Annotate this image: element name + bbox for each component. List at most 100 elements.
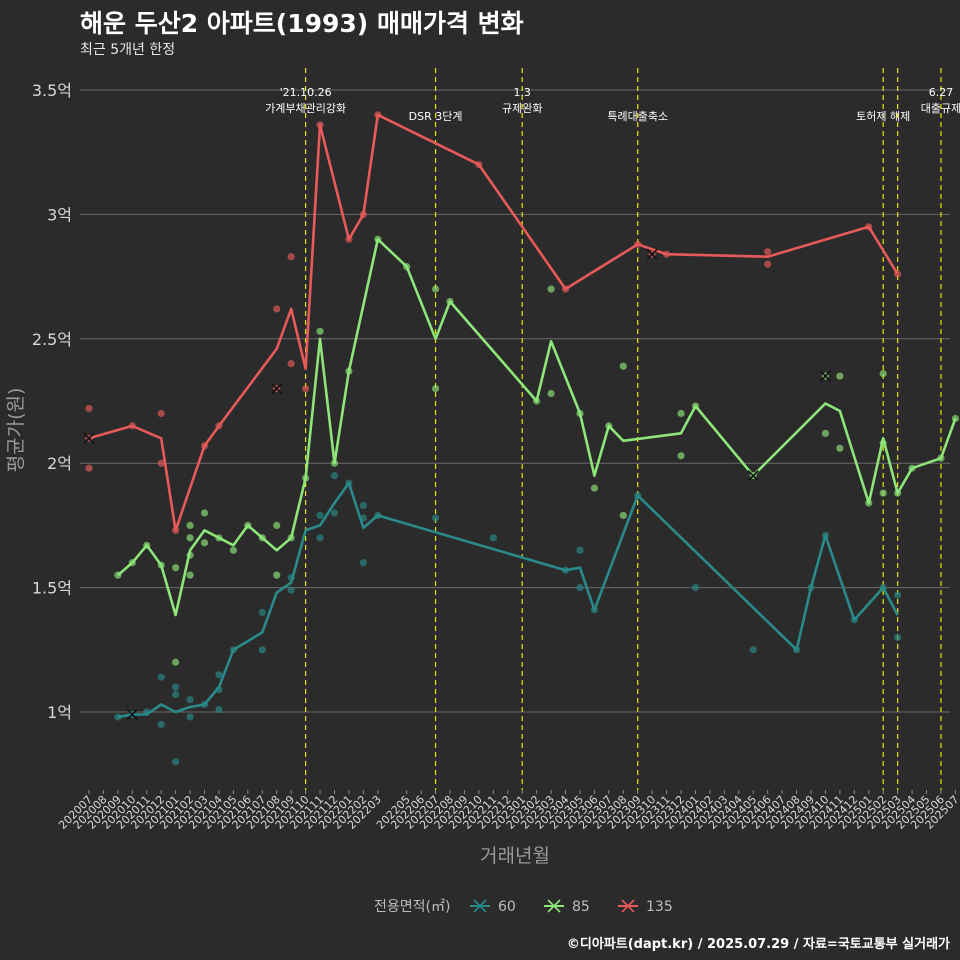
data-point-135	[273, 305, 281, 313]
data-point-135	[157, 409, 165, 418]
data-point-60	[894, 633, 902, 641]
data-point-135	[316, 121, 324, 129]
legend-key-cross-135	[621, 899, 635, 913]
data-point-60	[215, 686, 223, 694]
data-point-60	[590, 606, 599, 614]
data-point-85	[143, 541, 151, 549]
data-point-135	[85, 464, 93, 472]
data-point-60	[229, 646, 237, 654]
data-point-135	[302, 384, 310, 393]
series-line-60	[117, 481, 899, 719]
data-point-60	[258, 608, 266, 617]
data-point-85	[114, 571, 122, 579]
y-axis-title: 평균가(원)	[5, 388, 27, 473]
data-point-85	[215, 534, 223, 542]
legend-label-60: 60	[498, 899, 516, 915]
data-point-135	[475, 161, 483, 169]
series-line-85	[117, 238, 957, 617]
data-point-60	[186, 713, 194, 721]
data-point-85	[576, 409, 584, 418]
data-point-60	[172, 683, 180, 691]
data-point-60	[792, 646, 801, 654]
data-point-135	[374, 111, 382, 119]
data-point-135	[634, 240, 642, 248]
data-point-135	[157, 459, 165, 467]
data-point-60	[359, 514, 367, 522]
data-point-85	[186, 551, 194, 559]
data-point-60	[879, 584, 887, 592]
legend-label-85: 85	[572, 899, 590, 915]
data-point-85	[258, 534, 266, 542]
data-point-85	[619, 511, 627, 520]
y-tick-label: 3억	[47, 205, 72, 224]
data-point-60	[316, 511, 324, 520]
data-point-60	[143, 708, 151, 716]
data-point-85	[547, 389, 555, 398]
data-point-60	[330, 509, 339, 517]
data-point-85	[186, 534, 194, 542]
event-annotation: 가계부채관리강화	[265, 102, 346, 115]
data-point-135	[663, 250, 671, 258]
cancelled-deal-mark-60	[126, 708, 138, 721]
cancelled-deal-mark-135	[646, 248, 658, 260]
x-axis-title: 거래년월	[480, 845, 550, 867]
data-point-135	[345, 235, 353, 243]
source-credit: ©디아파트(dapt.kr) / 2025.07.29 / 자료=국토교통부 실…	[566, 937, 950, 952]
data-point-60	[287, 574, 295, 582]
data-point-60	[807, 584, 815, 592]
event-annotation: DSR 3단계	[409, 110, 463, 123]
data-point-60	[172, 758, 180, 766]
data-point-85	[533, 397, 541, 405]
data-point-85	[157, 561, 165, 569]
data-point-60	[576, 546, 584, 554]
data-point-60	[172, 690, 180, 699]
data-point-60	[821, 531, 830, 539]
data-point-60	[114, 713, 122, 721]
data-point-60	[186, 695, 194, 704]
data-point-60	[374, 511, 382, 520]
data-point-135	[287, 253, 295, 261]
data-point-60	[576, 584, 584, 592]
data-point-85	[951, 414, 960, 423]
data-point-60	[850, 616, 858, 624]
data-point-60	[359, 501, 367, 510]
data-point-85	[200, 539, 209, 547]
event-annotation: 6.27	[929, 86, 954, 99]
legend-label-135: 135	[646, 899, 673, 915]
y-axis-ticks: 1억 1.5억 2억 2.5억 3억 3.5억	[32, 81, 72, 722]
x-axis-ticks: 2020072020082020092020102020112020122021…	[56, 790, 960, 832]
data-point-85	[605, 422, 613, 430]
data-point-60	[157, 673, 165, 681]
y-tick-label: 3.5억	[32, 81, 72, 100]
data-point-135	[287, 360, 295, 368]
event-annotation: 1.3	[513, 86, 531, 99]
data-point-85	[619, 362, 627, 370]
data-point-85	[894, 489, 902, 497]
data-point-85	[431, 285, 440, 293]
y-tick-label: 2억	[47, 454, 72, 473]
data-point-60	[749, 646, 757, 654]
legend-key-cross-85	[547, 899, 561, 913]
series-points-layer	[83, 111, 960, 766]
data-point-85	[244, 521, 252, 530]
data-point-60	[258, 646, 266, 654]
data-point-85	[172, 564, 180, 572]
data-point-85	[836, 372, 844, 380]
event-annotation: 특례대출축소	[607, 110, 668, 123]
data-point-85	[316, 327, 324, 335]
data-point-135	[359, 210, 367, 218]
data-point-135	[128, 422, 136, 430]
data-point-85	[186, 521, 194, 530]
event-annotation: '21.10.26	[280, 86, 332, 99]
data-point-60	[330, 472, 339, 480]
data-point-85	[186, 571, 194, 579]
cancelled-deal-mark-135	[271, 382, 283, 395]
data-point-135	[85, 404, 93, 413]
data-point-60	[431, 514, 440, 522]
data-point-85	[590, 484, 599, 492]
data-point-135	[764, 248, 772, 256]
data-point-85	[287, 534, 295, 542]
data-point-85	[273, 521, 281, 530]
